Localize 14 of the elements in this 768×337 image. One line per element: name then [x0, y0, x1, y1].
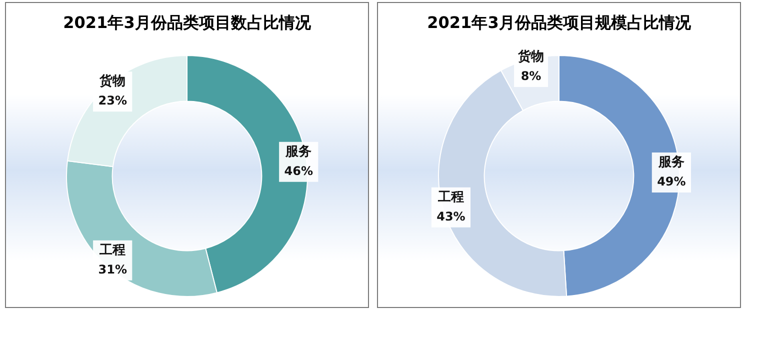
slice-label: 货物: [517, 48, 544, 64]
slice-label: 服务: [657, 154, 684, 170]
slice-label: 工程: [436, 190, 464, 205]
slice-label: 服务: [284, 144, 312, 160]
data-label: 49%: [657, 174, 686, 189]
data-label: 43%: [436, 210, 466, 224]
data-label: 31%: [98, 262, 127, 277]
slice-label: 货物: [98, 72, 126, 89]
data-label: 46%: [284, 164, 313, 178]
data-label: 8%: [520, 69, 542, 84]
chart-title: 2021年3月份品类项目规模占比情况: [426, 12, 692, 34]
slice-label: 工程: [98, 242, 126, 258]
data-label: 23%: [98, 94, 127, 108]
chart-title: 2021年3月份品类项目数占比情况: [62, 12, 312, 34]
